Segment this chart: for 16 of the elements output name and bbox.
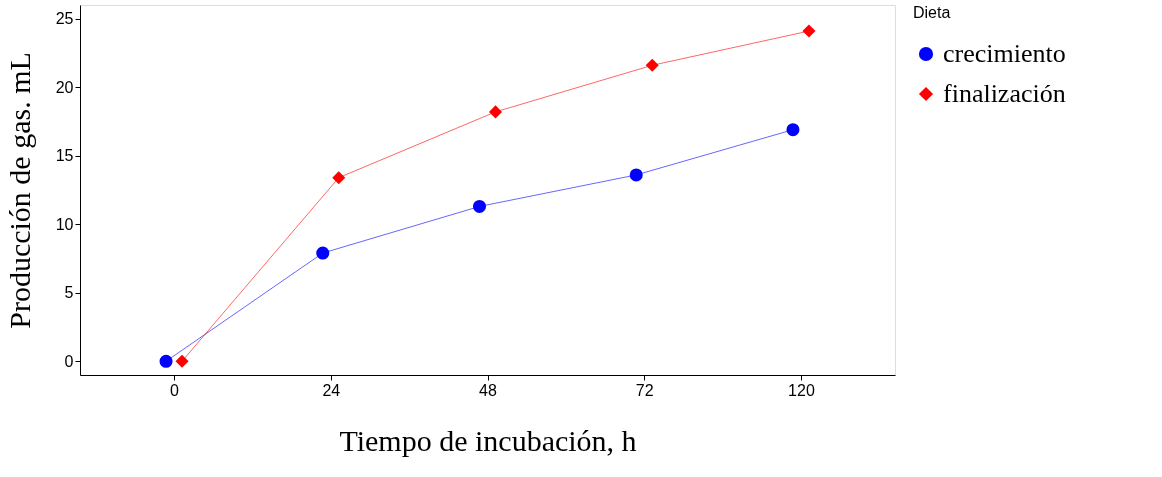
legend-label: crecimiento [943,39,1066,68]
y-tick-label: 25 [55,10,74,28]
y-tick-label: 5 [64,284,74,302]
y-tick-label: 15 [55,147,74,165]
y-tick-label: 20 [55,78,74,96]
x-tick-label: 24 [322,381,341,399]
y-tick-label: 0 [64,352,74,370]
x-tick-label: 0 [170,381,180,399]
legend-label: finalización [943,79,1066,108]
x-tick-label: 48 [479,381,497,399]
x-tick-label: 72 [635,381,654,399]
y-tick-label: 10 [55,215,74,233]
y-axis-title: Producción de gas. mL [2,52,36,329]
x-tick-label: 120 [788,381,815,399]
x-axis-title: Tiempo de incubación, h [339,423,637,457]
legend-title: Dieta [913,4,951,21]
